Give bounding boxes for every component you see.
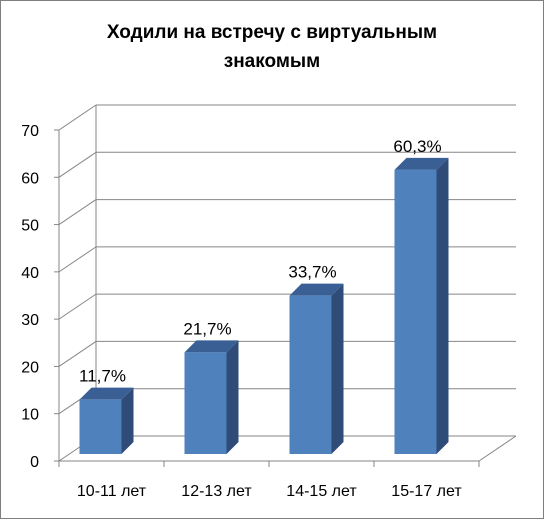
y-tick-label: 40 bbox=[21, 265, 39, 282]
y-tick-label: 20 bbox=[21, 359, 39, 376]
bar-side-face bbox=[226, 340, 239, 454]
y-tick-label: 30 bbox=[21, 312, 39, 329]
y-tick-label: 0 bbox=[30, 454, 39, 471]
bar-top-face bbox=[79, 387, 134, 400]
bar bbox=[79, 399, 122, 454]
bar-top-face bbox=[184, 340, 239, 353]
data-label: 60,3% bbox=[393, 137, 441, 156]
data-label: 33,7% bbox=[288, 263, 336, 282]
y-tick-label: 10 bbox=[21, 407, 39, 424]
y-tick-label: 50 bbox=[21, 218, 39, 235]
x-tick-label: 15-17 лет bbox=[391, 483, 462, 500]
gridline-side bbox=[58, 341, 97, 367]
gridline-side bbox=[58, 151, 97, 178]
bar-side-face bbox=[436, 157, 449, 455]
bar bbox=[394, 169, 437, 455]
y-tick-label: 60 bbox=[21, 170, 39, 187]
bar-side-face bbox=[121, 387, 134, 454]
y-tick-label: 70 bbox=[21, 123, 39, 140]
x-tick-label: 12-13 лет bbox=[181, 483, 252, 500]
bar bbox=[184, 352, 227, 454]
x-tick-label: 14-15 лет bbox=[286, 483, 357, 500]
gridline-side bbox=[58, 199, 97, 225]
x-tick-label: 10-11 лет bbox=[77, 483, 147, 500]
bar bbox=[289, 295, 332, 454]
floor-right-edge bbox=[478, 435, 517, 462]
bar-top-face bbox=[289, 283, 344, 296]
bar-side-face bbox=[331, 283, 344, 454]
chart-title: Ходили на встречу с виртуальным знакомым bbox=[106, 22, 438, 72]
gridline-side bbox=[58, 246, 97, 273]
gridline-side bbox=[58, 293, 97, 320]
data-label: 21,7% bbox=[183, 319, 231, 338]
gridline-side bbox=[58, 104, 97, 131]
data-label: 11,7% bbox=[79, 367, 126, 386]
bar-top-face bbox=[394, 157, 449, 170]
